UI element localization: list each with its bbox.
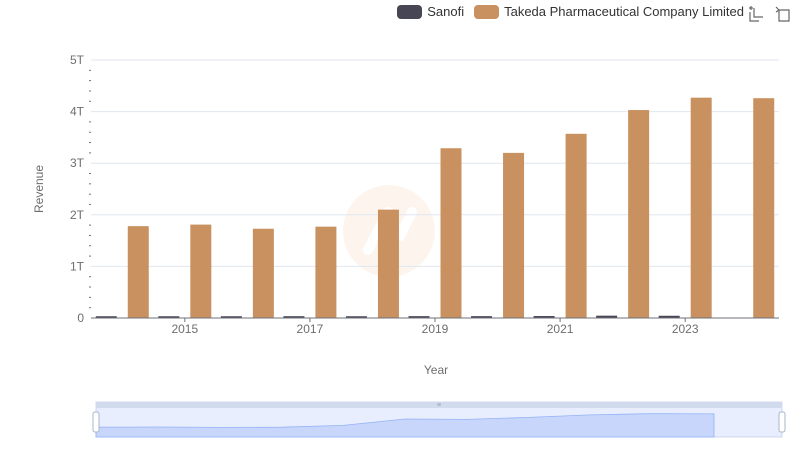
bar-sanofi-2016[interactable]: [220, 316, 242, 318]
y-minor-ticks: [89, 69, 91, 309]
bar-sanofi-2018[interactable]: [345, 316, 367, 318]
bar-takeda-2023[interactable]: [690, 97, 712, 318]
bar-takeda-2019[interactable]: [440, 148, 462, 318]
bar-takeda-2022[interactable]: [628, 110, 650, 318]
datazoom-grip-icon: ≡: [437, 402, 441, 409]
x-tick-label: 2015: [171, 322, 198, 336]
bar-sanofi-2020[interactable]: [471, 316, 493, 318]
bar-takeda-2015[interactable]: [190, 224, 212, 318]
datazoom-selected-range[interactable]: [96, 408, 782, 437]
y-tick-label: 1T: [70, 259, 85, 273]
data-zoom-slider[interactable]: ≡: [92, 401, 786, 438]
y-tick-label: 4T: [70, 105, 85, 119]
legend-item-sanofi[interactable]: Sanofi: [397, 4, 464, 19]
bars: [95, 97, 775, 319]
y-tick-label: 0: [77, 311, 84, 325]
bar-takeda-2014[interactable]: [127, 226, 149, 318]
x-axis-tick-labels: 2015 2017 2019 2021 2023: [171, 318, 699, 336]
bar-sanofi-2023[interactable]: [658, 315, 680, 318]
datazoom-right-handle[interactable]: [778, 411, 786, 433]
y-tick-label: 5T: [70, 53, 85, 67]
x-tick-label: 2021: [547, 322, 574, 336]
x-axis-title: Year: [424, 363, 448, 377]
x-tick-label: 2017: [297, 322, 324, 336]
y-tick-label: 3T: [70, 156, 85, 170]
y-axis-title: Revenue: [32, 165, 46, 213]
bar-sanofi-2019[interactable]: [408, 316, 430, 318]
zoom-reset-icon[interactable]: [775, 6, 792, 23]
x-tick-label: 2023: [672, 322, 699, 336]
bar-takeda-2018[interactable]: [377, 209, 399, 318]
datazoom-preview-area: [95, 413, 715, 438]
x-tick-label: 2019: [422, 322, 449, 336]
bar-takeda-2016[interactable]: [252, 228, 274, 318]
legend-swatch-takeda: [474, 4, 500, 19]
datazoom-left-handle[interactable]: [92, 411, 100, 433]
legend-label-sanofi: Sanofi: [427, 4, 465, 19]
grid-lines: [91, 59, 779, 267]
legend: Sanofi Takeda Pharmaceutical Company Lim…: [397, 4, 744, 19]
bar-sanofi-2021[interactable]: [533, 316, 555, 318]
bar-takeda-2021[interactable]: [565, 133, 587, 318]
bar-sanofi-2017[interactable]: [283, 316, 305, 318]
bar-sanofi-2022[interactable]: [596, 315, 618, 318]
chart-toolbox: [748, 6, 792, 23]
area-zoom-icon[interactable]: [748, 6, 765, 23]
legend-swatch-sanofi: [397, 4, 423, 19]
legend-label-takeda: Takeda Pharmaceutical Company Limited: [504, 4, 744, 19]
bar-takeda-2024[interactable]: [753, 98, 775, 319]
y-axis-tick-labels: 0 1T 2T 3T 4T 5T: [70, 53, 85, 325]
bar-sanofi-2015[interactable]: [158, 316, 180, 318]
datazoom-top-bar[interactable]: [96, 402, 782, 408]
y-tick-label: 2T: [70, 208, 85, 222]
bar-takeda-2017[interactable]: [315, 226, 337, 318]
bar-sanofi-2014[interactable]: [95, 316, 117, 318]
legend-item-takeda[interactable]: Takeda Pharmaceutical Company Limited: [474, 4, 744, 19]
bar-takeda-2020[interactable]: [503, 152, 525, 318]
